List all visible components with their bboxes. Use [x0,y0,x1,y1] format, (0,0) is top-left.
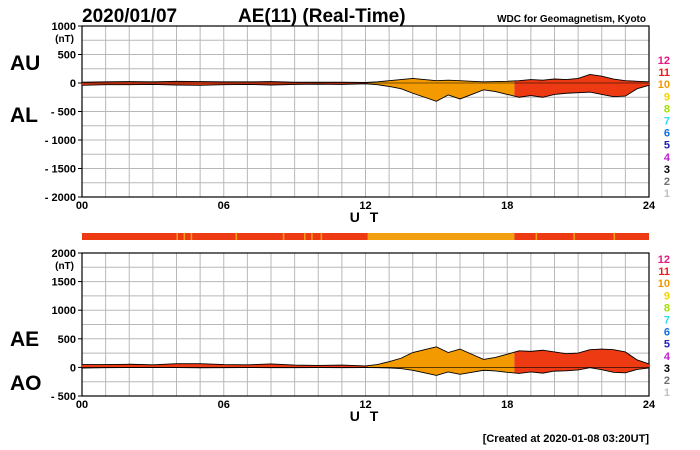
station-bar-accent [311,233,313,240]
x-axis-label: U T [350,209,382,225]
x-tick-label: 18 [501,399,513,411]
plot-title: AE(11) (Real-Time) [238,6,406,27]
station-bar-segment [367,233,515,240]
legend-item-top: 6 [664,128,670,140]
x-tick-label: 00 [76,399,88,411]
station-bar-accent [176,233,178,240]
x-tick-label: 06 [218,399,230,411]
legend-item-bottom: 9 [664,290,670,302]
plot-frame [81,252,650,397]
legend-item-top: 3 [664,164,670,176]
station-bar-accent [573,233,575,240]
y-tick-label: - 500 [51,391,76,403]
created-timestamp: [Created at 2020-01-08 03:20UT] [483,433,650,445]
plot-date: 2020/01/07 [82,6,177,27]
y-tick-label: 1000 [52,21,76,33]
series-line-au [81,73,650,83]
series-label: AU [10,52,40,75]
x-tick-label: 24 [643,399,656,411]
station-bar-accent [304,233,306,240]
legend-item-top: 11 [658,67,670,79]
y-tick-label: - 500 [51,107,76,119]
series-label: AO [10,372,42,395]
station-count-bar [82,233,649,240]
data-source: WDC for Geomagnetism, Kyoto [497,14,646,25]
x-axis-label: U T [350,408,382,424]
station-bar-segment [514,233,649,240]
legend-item-top: 12 [658,55,670,67]
y-tick-label: - 2000 [45,192,76,204]
x-tick-label: 12 [359,200,371,212]
legend-item-bottom: 11 [658,266,670,278]
legend-item-bottom: 3 [664,363,670,375]
series-line-al [81,83,650,102]
legend-item-top: 7 [664,116,670,128]
legend-item-top: 10 [658,79,670,91]
legend-item-bottom: 4 [664,351,671,363]
legend-item-top: 2 [664,176,670,188]
y-unit-label: (nT) [55,261,74,272]
ae-ao-panel: 2000 1500 1000 500 0 - 500 (nT) 00 06 12 18 24 U T AE… [10,248,656,424]
x-tick-label: 06 [218,200,230,212]
station-bar-accent [282,233,285,240]
legend-item-top: 4 [664,152,671,164]
y-tick-label: 500 [58,50,76,62]
legend-item-top: 8 [664,103,670,115]
y-tick-label: - 1000 [45,135,76,147]
y-tick-label: 1500 [52,277,76,289]
legend-item-bottom: 7 [664,315,670,327]
legend-item-top: 5 [664,140,670,152]
legend-item-top: 9 [664,91,670,103]
station-bar-accent [235,233,238,240]
station-bar-accent [535,233,538,240]
legend-item-bottom: 12 [658,254,670,266]
x-tick-label: 12 [359,399,371,411]
y-tick-label: 2000 [52,248,76,260]
y-tick-label: 0 [70,362,76,374]
station-bar-segment [82,233,368,240]
series-line-ae [82,346,650,367]
legend-item-bottom: 8 [664,302,670,314]
legend-item-bottom: 10 [658,278,670,290]
au-al-panel: 1000 500 0 - 500 - 1000 - 1500 - 2000 (nT) 00 06 1… [10,21,656,225]
x-tick-label: 24 [643,200,656,212]
legend-item-bottom: 6 [664,327,670,339]
station-bar-accent [183,233,186,240]
station-bar-accent [190,233,193,240]
legend-item-bottom: 2 [664,375,670,387]
y-tick-label: 500 [58,334,76,346]
y-unit-label: (nT) [55,34,74,45]
x-tick-label: 18 [501,200,513,212]
y-tick-label: 0 [70,78,76,90]
series-label: AL [10,104,38,127]
legend-item-bottom: 5 [664,339,670,351]
y-tick-label: 1000 [52,305,76,317]
x-tick-label: 00 [76,200,88,212]
y-tick-label: - 1500 [45,164,76,176]
station-bar-accent [320,233,323,240]
station-bar-accent [613,233,616,240]
legend-item-top: 1 [664,188,670,200]
series-label: AE [10,328,39,351]
legend-item-bottom: 1 [664,387,670,399]
